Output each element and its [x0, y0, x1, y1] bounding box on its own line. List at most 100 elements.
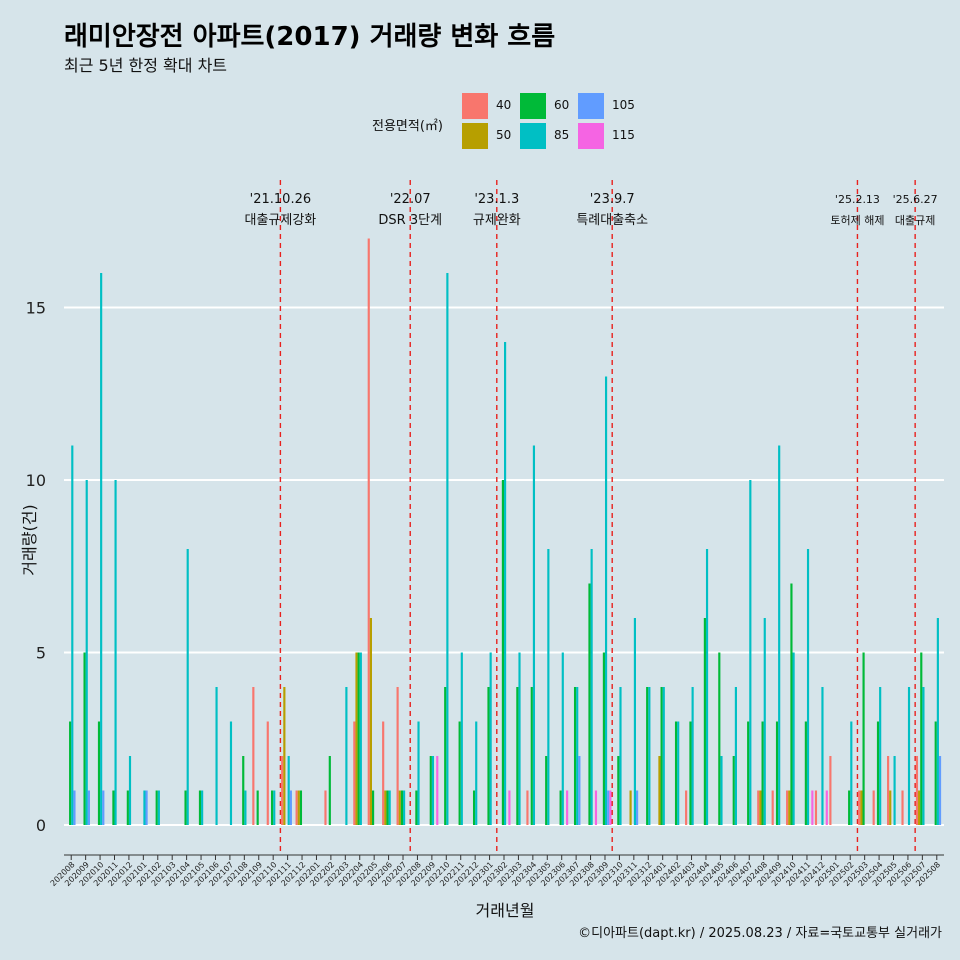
- bar-60-202109: [256, 790, 259, 825]
- bar-60-202104: [184, 790, 187, 825]
- bar-60-202507: [920, 652, 923, 825]
- bar-85-202306: [561, 652, 564, 825]
- bar-115-202309: [609, 790, 612, 825]
- bar-60-202305: [545, 756, 548, 825]
- bar-85-202104: [186, 549, 189, 825]
- bar-40-202408: [757, 790, 760, 825]
- bar-115-202308: [594, 790, 598, 825]
- bar-85-202411: [806, 549, 810, 825]
- bar-60-202102: [155, 790, 158, 825]
- bar-50-202505: [889, 790, 892, 825]
- bar-60-202206: [386, 790, 389, 825]
- bar-115-202209: [436, 756, 439, 825]
- bar-105-202309: [607, 790, 610, 825]
- bar-85-202207: [403, 790, 406, 825]
- y-axis-title: 거래량(건): [20, 504, 39, 576]
- legend-label-105: 105: [612, 98, 635, 112]
- legend: 전용면적(㎡) 40 50 60 85 105 115: [372, 92, 652, 152]
- bar-85-202402: [677, 721, 680, 825]
- bar-60-202404: [703, 618, 706, 825]
- bar-50-202206: [384, 790, 387, 825]
- bar-85-202102: [157, 790, 160, 825]
- y-tick-label: 15: [26, 299, 46, 318]
- bar-85-202311: [633, 618, 636, 825]
- bar-60-202409: [775, 721, 779, 825]
- bar-60-202011: [112, 790, 115, 825]
- bar-60-202105: [198, 790, 202, 825]
- legend-key-50: [462, 123, 488, 149]
- bar-60-202208: [415, 790, 418, 825]
- legend-key-40: [462, 93, 488, 119]
- bar-60-202012: [126, 790, 129, 825]
- y-tick-label: 0: [36, 816, 46, 835]
- legend-label-60: 60: [554, 98, 570, 112]
- bar-60-202502: [848, 790, 851, 825]
- legend-label-115: 115: [612, 128, 635, 142]
- bar-85-202506: [907, 687, 911, 825]
- bar-105-202101: [145, 790, 148, 825]
- bar-40-202504: [872, 790, 875, 825]
- caption: ©디아파트(dapt.kr) / 2025.08.23 / 자료=국토교통부 실…: [578, 926, 942, 941]
- bar-85-202106: [215, 687, 218, 825]
- bar-85-202309: [604, 376, 608, 825]
- legend-label-50: 50: [496, 128, 512, 142]
- bar-85-202107: [229, 721, 233, 825]
- legend-title: 전용면적(㎡): [372, 119, 443, 134]
- bar-85-202504: [879, 687, 882, 825]
- legend-label-85: 85: [554, 128, 570, 142]
- bar-40-202304: [526, 790, 529, 825]
- bar-60-202312: [646, 687, 649, 825]
- bar-85-202111: [287, 756, 290, 825]
- bar-60-202407: [747, 721, 750, 825]
- bar-85-202310: [619, 687, 622, 825]
- bar-60-202310: [617, 756, 620, 825]
- bar-40-202506: [901, 790, 904, 825]
- bar-40-202507: [915, 756, 919, 825]
- bar-60-202301: [487, 687, 490, 825]
- bar-115-202306: [566, 790, 569, 825]
- bar-60-202307: [573, 687, 577, 825]
- bar-85-202110: [273, 790, 276, 825]
- bar-85-202108: [244, 790, 247, 825]
- bar-105-202508: [938, 756, 942, 825]
- bar-85-202204: [359, 652, 362, 825]
- bar-60-202402: [674, 721, 678, 825]
- event-date: '25.2.13: [835, 193, 880, 206]
- event-label: 대출규제: [895, 214, 935, 227]
- bar-85-202009: [85, 480, 88, 825]
- bar-85-202507: [922, 687, 925, 825]
- bar-85-202105: [201, 790, 204, 825]
- bar-85-202408: [763, 618, 766, 825]
- bar-85-202406: [734, 687, 737, 825]
- bar-85-202502: [850, 721, 853, 825]
- bar-105-202008: [73, 790, 76, 825]
- bar-50-202410: [788, 790, 791, 825]
- bar-50-202112: [297, 790, 300, 825]
- legend-item-60: 60: [520, 92, 580, 120]
- event-date: '23.1.3: [474, 192, 519, 207]
- bar-85-202403: [691, 687, 694, 825]
- legend-item-115: 115: [578, 122, 638, 150]
- bar-60-202204: [357, 652, 360, 825]
- bar-60-202406: [732, 756, 735, 825]
- bar-85-202304: [532, 445, 536, 825]
- bar-115-202411: [811, 790, 814, 825]
- bar-85-202008: [71, 445, 74, 825]
- legend-item-40: 40: [462, 92, 522, 120]
- bar-60-202009: [83, 652, 86, 825]
- bar-60-202306: [559, 790, 562, 825]
- bar-50-202111: [283, 687, 286, 825]
- bar-105-202010: [102, 790, 105, 825]
- chart-subtitle: 최근 5년 한정 확대 차트: [64, 56, 228, 75]
- bar-60-202503: [862, 652, 865, 825]
- bar-60-202302: [501, 480, 504, 825]
- bar-115-202302: [508, 790, 511, 825]
- bar-50-202503: [860, 790, 863, 825]
- event-date: '21.10.26: [250, 192, 311, 207]
- bar-60-202401: [660, 687, 663, 825]
- bar-85-202301: [489, 652, 492, 825]
- bar-60-202010: [97, 721, 101, 825]
- event-label: 대출규제강화: [245, 213, 317, 228]
- bar-60-202504: [876, 721, 880, 825]
